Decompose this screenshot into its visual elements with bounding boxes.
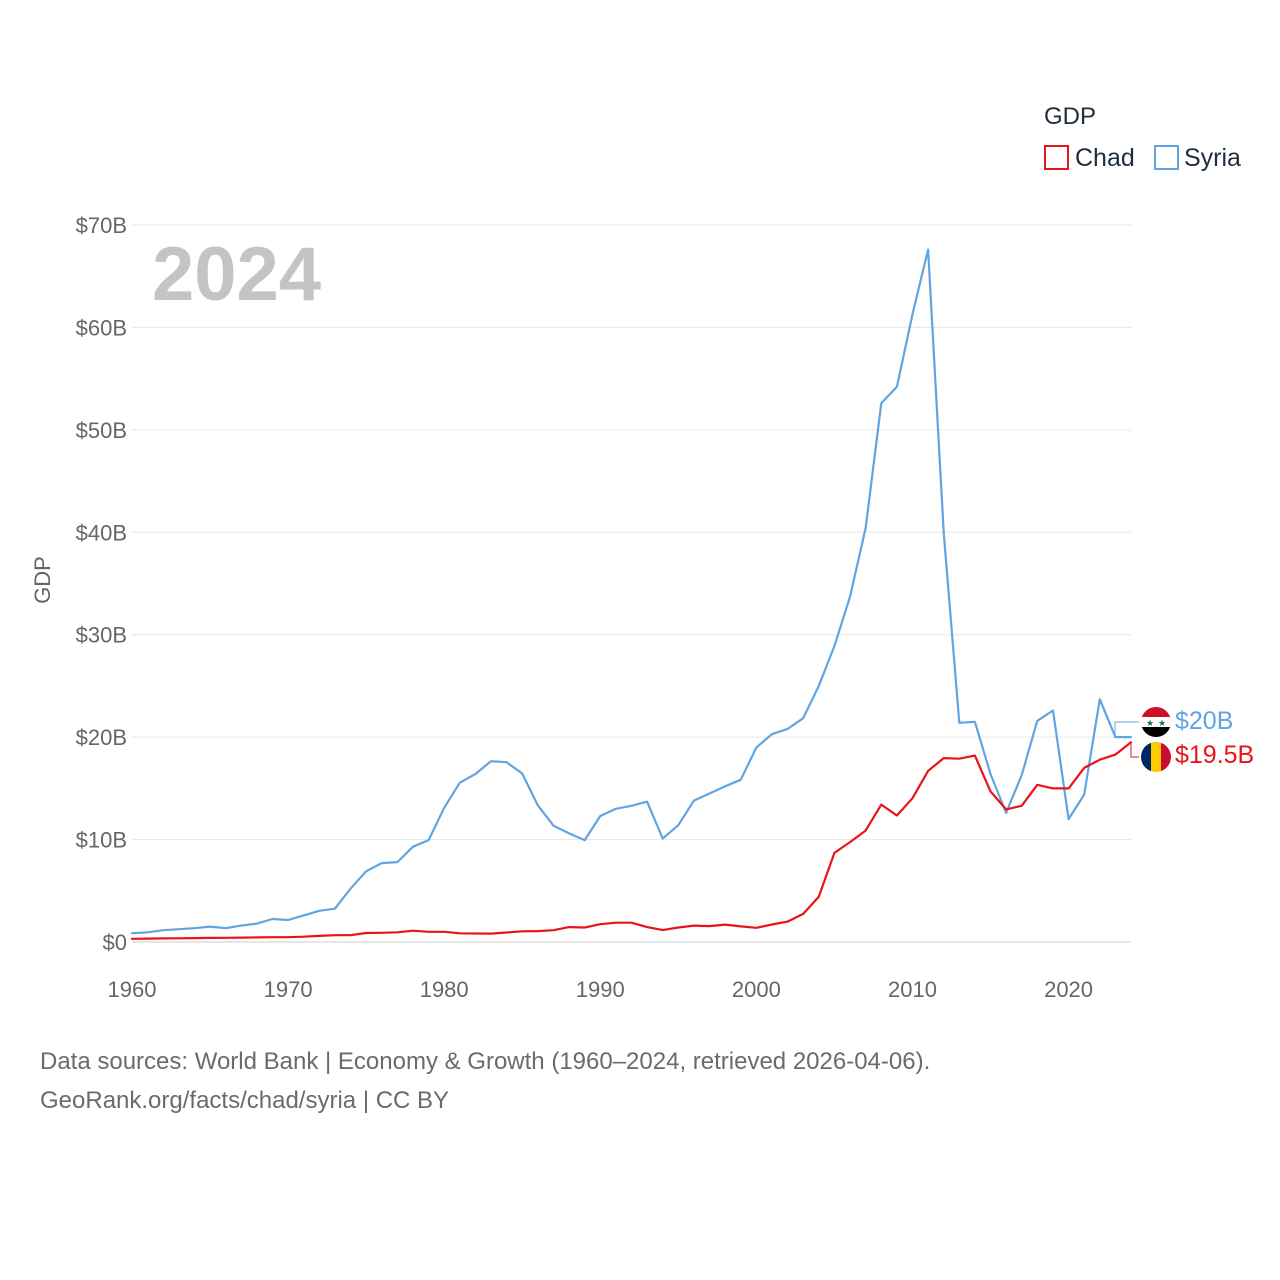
- y-tick-label: $10B: [76, 828, 127, 853]
- x-tick-label: 1970: [264, 977, 313, 1002]
- svg-text:★: ★: [1146, 718, 1154, 728]
- svg-text:★: ★: [1158, 718, 1166, 728]
- grid: [132, 224, 1131, 943]
- y-tick-label: $40B: [76, 520, 127, 545]
- legend-label-chad: Chad: [1075, 144, 1135, 172]
- y-tick-label: $30B: [76, 623, 127, 648]
- x-tick-label: 1980: [420, 977, 469, 1002]
- footer: Data sources: World Bank | Economy & Gro…: [40, 1042, 930, 1120]
- y-tick-label: $70B: [76, 213, 127, 238]
- syria-end-label: $20B: [1175, 707, 1233, 735]
- x-tick-label: 2000: [732, 977, 781, 1002]
- y-axis-ticks: $0 $10B $20B $30B $40B $50B $60B $70B: [76, 213, 127, 955]
- y-tick-label: $20B: [76, 725, 127, 750]
- end-annotations: ★ ★ $20B $19.5B: [1114, 707, 1254, 772]
- x-tick-label: 1960: [108, 977, 157, 1002]
- series-line-chad: [130, 741, 1133, 940]
- gdp-line-chart: GDP Chad Syria $0 $10B $20B $30B $40B $50B $60…: [30, 103, 1254, 1002]
- x-tick-label: 2010: [888, 977, 937, 1002]
- legend-label-syria: Syria: [1184, 144, 1241, 172]
- chad-end-label: $19.5B: [1175, 741, 1254, 769]
- legend-swatch-syria: [1154, 145, 1179, 170]
- series: [130, 248, 1133, 940]
- x-tick-label: 2020: [1044, 977, 1093, 1002]
- y-axis-label: GDP: [30, 556, 55, 604]
- syria-flag-icon: ★ ★: [1141, 707, 1171, 737]
- legend: GDP Chad Syria: [1044, 103, 1241, 172]
- x-tick-label: 1990: [576, 977, 625, 1002]
- y-tick-label: $50B: [76, 418, 127, 443]
- legend-swatch-chad: [1044, 145, 1069, 170]
- chad-end-connector: [1130, 742, 1139, 758]
- footer-data-sources: Data sources: World Bank | Economy & Gro…: [40, 1048, 931, 1075]
- series-line-syria: [130, 248, 1133, 935]
- legend-title: GDP: [1044, 103, 1096, 130]
- x-axis-ticks: 1960 1970 1980 1990 2000 2010 2020: [108, 977, 1094, 1002]
- y-tick-label: $0: [103, 930, 127, 955]
- syria-end-connector: [1114, 721, 1139, 738]
- y-tick-label: $60B: [76, 315, 127, 340]
- year-watermark: 2024: [152, 232, 321, 317]
- footer-attribution: GeoRank.org/facts/chad/syria | CC BY: [40, 1087, 450, 1114]
- chad-flag-icon: [1141, 742, 1171, 772]
